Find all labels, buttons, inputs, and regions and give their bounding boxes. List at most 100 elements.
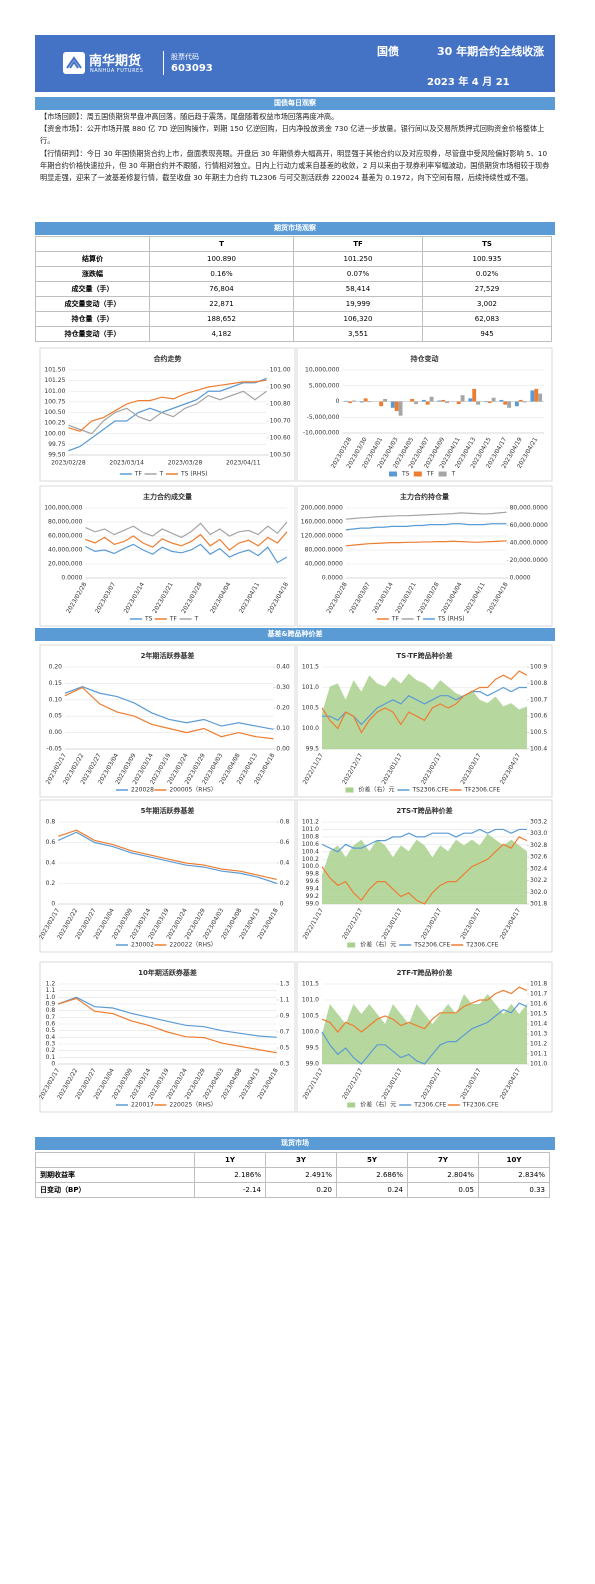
y-tick-label: 101.0 [302,684,319,691]
y-tick-label: 0.9 [46,1001,56,1008]
line [68,379,267,432]
y-tick-label: 0.20 [49,664,63,671]
y2-tick-label: 1.3 [280,981,290,988]
y2-tick-label: 80,000.0000 [510,505,548,512]
y-tick-label: 0.15 [49,680,63,687]
bar [394,401,399,411]
legend-label: TF [169,616,178,623]
bar [414,401,418,405]
y2-tick-label: 101.5 [530,1011,547,1018]
legend-label: 220028 [131,787,154,794]
line [64,686,274,730]
legend-label: TS2306.CFE [413,942,450,949]
legend-label: 220022（RHS） [169,942,216,949]
header-cell [35,236,150,252]
line [321,986,528,1033]
y2-tick-label: 0.5 [280,1045,290,1052]
table-row: 结算价 100.890 101.250 100.935 [35,251,552,267]
y2-tick-label: 100.5 [530,729,547,736]
table-cell: 101.250 [293,251,423,267]
chart-panel [39,485,296,627]
y2-tick-label: 0.9 [280,1013,290,1020]
table-cell: 0.33 [478,1182,550,1198]
y2-tick-label: 101.00 [270,367,291,374]
y2-tick-label: 0.30 [276,684,290,691]
section-bar: 期货市场观察 [35,222,555,235]
bar [499,399,504,402]
line [57,831,277,885]
y-tick-label: 100.25 [44,420,65,427]
y2-tick-label: 0.7 [280,1029,290,1036]
line [58,829,277,880]
table-cell: 945 [422,326,552,342]
table-cell: 188,652 [149,311,294,327]
line [321,670,528,734]
y2-tick-label: 0.2 [280,880,290,887]
y-tick-label: 200,000.0000 [301,505,343,512]
legend-label: 220025（RHS） [169,1102,216,1109]
bar [538,393,543,402]
header-cell: 7Y [407,1152,479,1168]
y2-tick-label: 101.0 [530,1061,547,1068]
table-cell: 27,529 [422,281,552,297]
table: T TF TS 结算价 100.890 101.250 100.935 涨跌幅 0.16% 0.0… [35,236,552,342]
y2-tick-label: 302.8 [530,842,547,849]
table-cell: 62,083 [422,311,552,327]
y2-tick-label: 303.0 [530,830,547,837]
table-cell: 22,871 [149,296,294,312]
stock-code: 603093 [171,63,213,74]
y2-tick-label: 0.6 [280,839,290,846]
y2-tick-label: 101.7 [530,991,547,998]
legend-label: TF [426,471,435,478]
x-tick-label: 2023/03/28 [168,460,203,467]
y-tick-label: 0.10 [49,696,63,703]
y-tick-label: 0.00 [49,729,63,736]
y-tick-label: 0.4 [46,1034,56,1041]
table: 1Y 3Y 5Y 7Y 10Y 到期收益率 2.186% 2.491% 2.686% 2.804%… [35,1152,550,1198]
y-tick-label: 0.6 [46,839,56,846]
y2-tick-label: 303.2 [530,819,547,826]
bar [514,401,519,407]
bar [344,400,349,402]
y-tick-label: -0.05 [46,746,62,753]
legend-swatch [389,471,397,477]
table-cell: 76,804 [149,281,294,297]
legend-swatch [347,942,356,948]
y-tick-label: 1.2 [46,981,56,988]
row-label: 结算价 [35,251,150,267]
chart-title: 5年期活跃券基差 [141,806,195,815]
row-label: 成交量（手） [35,281,150,297]
y-tick-label: 1.1 [46,987,56,994]
bar [522,401,527,403]
y2-tick-label: 101.2 [530,1041,547,1048]
y2-tick-label: 100.4 [530,746,547,753]
legend-label: T [159,471,164,478]
y2-tick-label: 101.1 [530,1051,547,1058]
line [345,540,507,547]
bar [534,388,539,402]
y-tick-label: 101.00 [44,388,65,395]
chart-title: 主力合约持仓量 [400,492,449,501]
category: 国债 [377,45,399,58]
legend-swatch [347,1102,356,1108]
x-tick-label: 2023/03/14 [109,460,144,467]
y2-tick-label: 0.4 [280,860,290,867]
y2-tick-label: 0.3 [280,1061,290,1068]
bar [363,398,368,402]
table-cell: 58,414 [293,281,423,297]
line [68,377,267,452]
legend-label: 220017 [131,1102,154,1109]
legend-label: 200005（RHS） [169,787,216,794]
y-tick-label: 99.5 [306,1045,320,1052]
y-tick-label: 0.4 [46,860,56,867]
y-tick-label: 101.0 [302,997,319,1004]
y-tick-label: 0.7 [46,1014,56,1021]
bar [398,401,403,416]
bar [348,401,353,404]
table-row: 持仓量（手） 188,652 106,320 62,083 [35,311,552,327]
y2-tick-label: 40,000.0000 [510,540,548,547]
line [85,531,288,551]
line [321,1002,528,1065]
y2-tick-label: 20,000.0000 [510,557,548,564]
legend-label: TS (RHS) [180,471,208,478]
